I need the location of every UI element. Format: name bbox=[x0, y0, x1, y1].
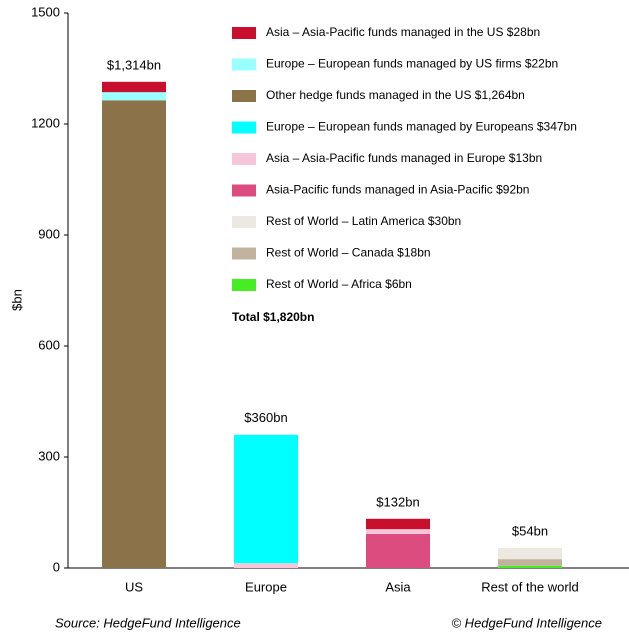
legend-label: Rest of World – Africa $6bn bbox=[266, 277, 412, 291]
total-label: $1,314bn bbox=[107, 57, 161, 72]
bar-segment bbox=[102, 100, 166, 568]
y-tick-label: 300 bbox=[38, 448, 60, 463]
legend-label: Rest of World – Canada $18bn bbox=[266, 246, 431, 260]
legend-swatch bbox=[232, 90, 256, 102]
y-tick-label: 1500 bbox=[31, 4, 60, 19]
y-tick-label: 600 bbox=[38, 337, 60, 352]
legend-swatch bbox=[232, 279, 256, 291]
total-label: $360bn bbox=[244, 410, 287, 425]
bar-segment bbox=[234, 563, 298, 568]
y-tick-label: 1200 bbox=[31, 115, 60, 130]
x-tick-label: Rest of the world bbox=[481, 579, 579, 594]
legend-label: Rest of World – Latin America $30bn bbox=[266, 214, 461, 228]
legend-swatch bbox=[232, 216, 256, 228]
legend-label: Asia – Asia-Pacific funds managed in the… bbox=[266, 25, 540, 39]
legend-label: Asia – Asia-Pacific funds managed in Eur… bbox=[266, 151, 542, 165]
legend-swatch bbox=[232, 184, 256, 197]
bar-segment bbox=[234, 434, 298, 564]
total-label: $54bn bbox=[512, 523, 548, 538]
legend-swatch bbox=[232, 58, 256, 71]
legend-swatch bbox=[232, 121, 256, 134]
x-tick-label: Asia bbox=[385, 579, 411, 594]
bar-segment bbox=[366, 533, 430, 568]
legend-label: Other hedge funds managed in the US $1,2… bbox=[266, 88, 525, 102]
bar-segment bbox=[498, 565, 562, 568]
total-label: $132bn bbox=[376, 495, 419, 510]
y-axis-label: $bn bbox=[9, 289, 24, 311]
bar-segment bbox=[498, 559, 562, 566]
total-note: Total $1,820bn bbox=[232, 310, 314, 324]
legend-swatch bbox=[232, 153, 256, 165]
legend-label: Europe – European funds managed by US fi… bbox=[266, 57, 558, 71]
x-tick-label: Europe bbox=[245, 579, 287, 594]
bar-segment bbox=[102, 81, 166, 93]
y-tick-label: 900 bbox=[38, 226, 60, 241]
copyright: © HedgeFund Intelligence bbox=[451, 615, 602, 630]
bar-segment bbox=[366, 518, 430, 530]
y-tick-label: 0 bbox=[53, 559, 60, 574]
bar-segment bbox=[102, 92, 166, 101]
legend-label: Asia-Pacific funds managed in Asia-Pacif… bbox=[266, 183, 529, 197]
x-tick-label: US bbox=[125, 579, 143, 594]
legend-swatch bbox=[232, 247, 256, 260]
legend-swatch bbox=[232, 27, 256, 39]
bar-segment bbox=[498, 548, 562, 560]
legend-label: Europe – European funds managed by Europ… bbox=[266, 120, 577, 134]
source: Source: HedgeFund Intelligence bbox=[55, 615, 241, 630]
bar-segment bbox=[366, 529, 430, 534]
